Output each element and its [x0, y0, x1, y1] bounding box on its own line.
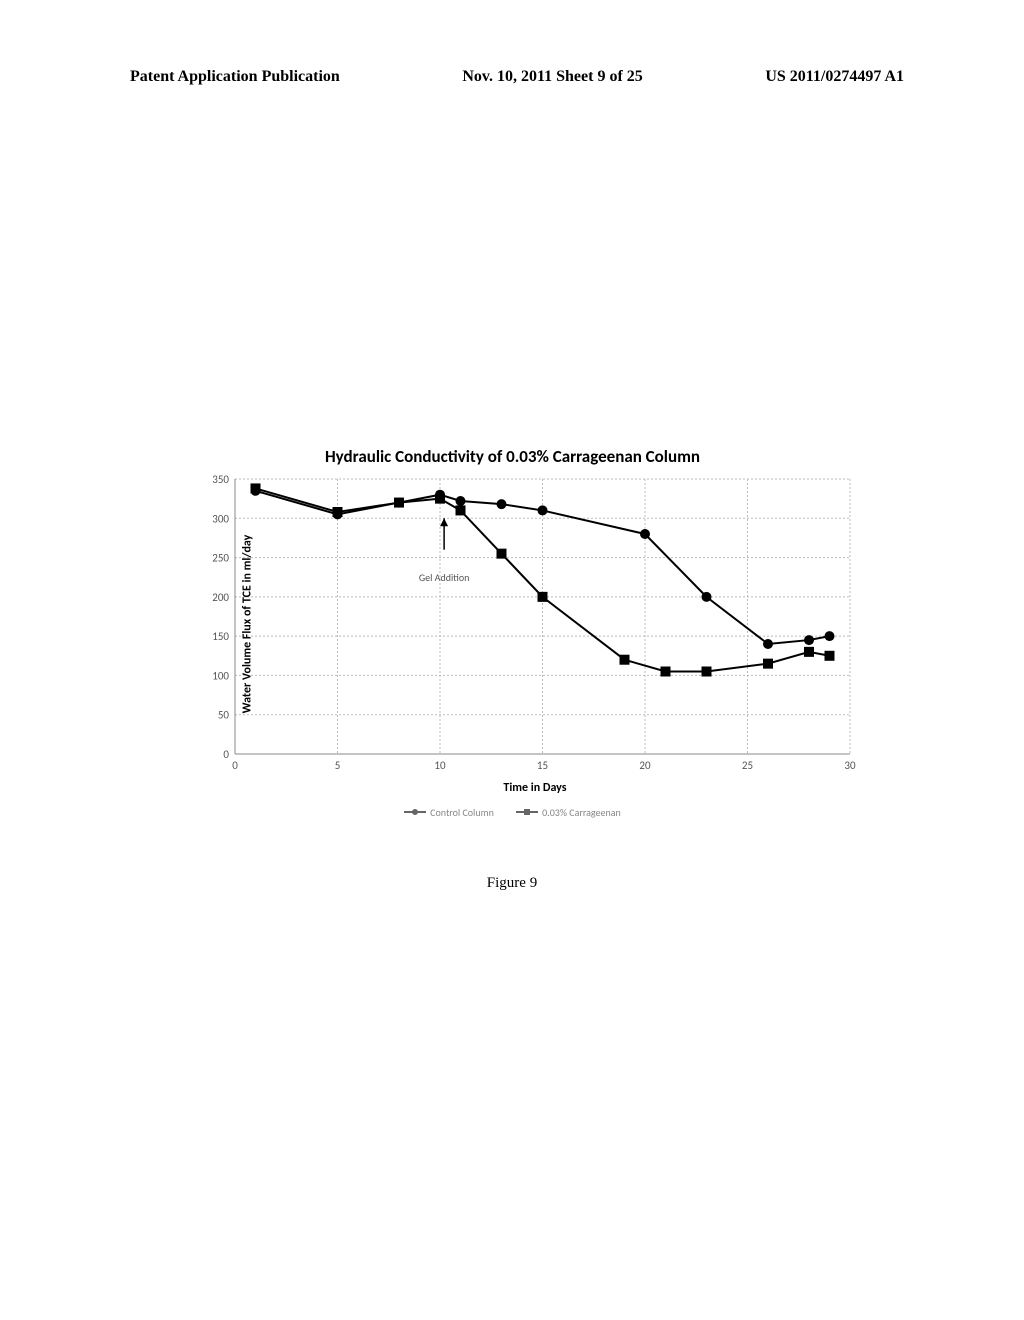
svg-text:150: 150 [212, 630, 229, 643]
svg-text:50: 50 [218, 709, 230, 722]
legend: Control Column 0.03% Carrageenan [155, 795, 870, 825]
legend-label: Control Column [430, 806, 494, 819]
chart-container: Hydraulic Conductivity of 0.03% Carragee… [155, 440, 870, 825]
svg-text:350: 350 [212, 473, 229, 486]
svg-text:15: 15 [537, 759, 548, 772]
chart-title: Hydraulic Conductivity of 0.03% Carragee… [155, 440, 870, 469]
figure-label: Figure 9 [0, 875, 1024, 892]
patent-header: Patent Application Publication Nov. 10, … [130, 68, 904, 86]
svg-text:250: 250 [212, 552, 229, 565]
header-left: Patent Application Publication [130, 68, 340, 86]
plot-area: Water Volume Flux of TCE in ml/day 05010… [200, 469, 860, 779]
legend-item-control: Control Column [404, 806, 494, 819]
svg-text:30: 30 [844, 759, 856, 772]
header-middle: Nov. 10, 2011 Sheet 9 of 25 [462, 68, 642, 86]
chart-svg: 0 50 100 150 200 250 300 350 0 5 10 15 20 25 30 Gel Add… [200, 469, 860, 779]
svg-text:100: 100 [212, 669, 229, 682]
svg-text:0: 0 [223, 748, 229, 761]
circle-marker-icon [404, 811, 426, 813]
legend-item-carrageenan: 0.03% Carrageenan [516, 806, 621, 819]
svg-text:Gel Addition: Gel Addition [419, 571, 470, 584]
svg-text:20: 20 [639, 759, 651, 772]
header-right: US 2011/0274497 A1 [765, 68, 904, 86]
svg-text:200: 200 [212, 591, 229, 604]
svg-text:300: 300 [212, 512, 229, 525]
svg-text:10: 10 [434, 759, 446, 772]
x-axis-title: Time in Days [200, 781, 870, 795]
y-axis-title: Water Volume Flux of TCE in ml/day [240, 535, 254, 714]
svg-text:25: 25 [742, 759, 753, 772]
svg-text:5: 5 [335, 759, 341, 772]
square-marker-icon [516, 811, 538, 813]
legend-label: 0.03% Carrageenan [542, 806, 621, 819]
svg-text:0: 0 [232, 759, 238, 772]
